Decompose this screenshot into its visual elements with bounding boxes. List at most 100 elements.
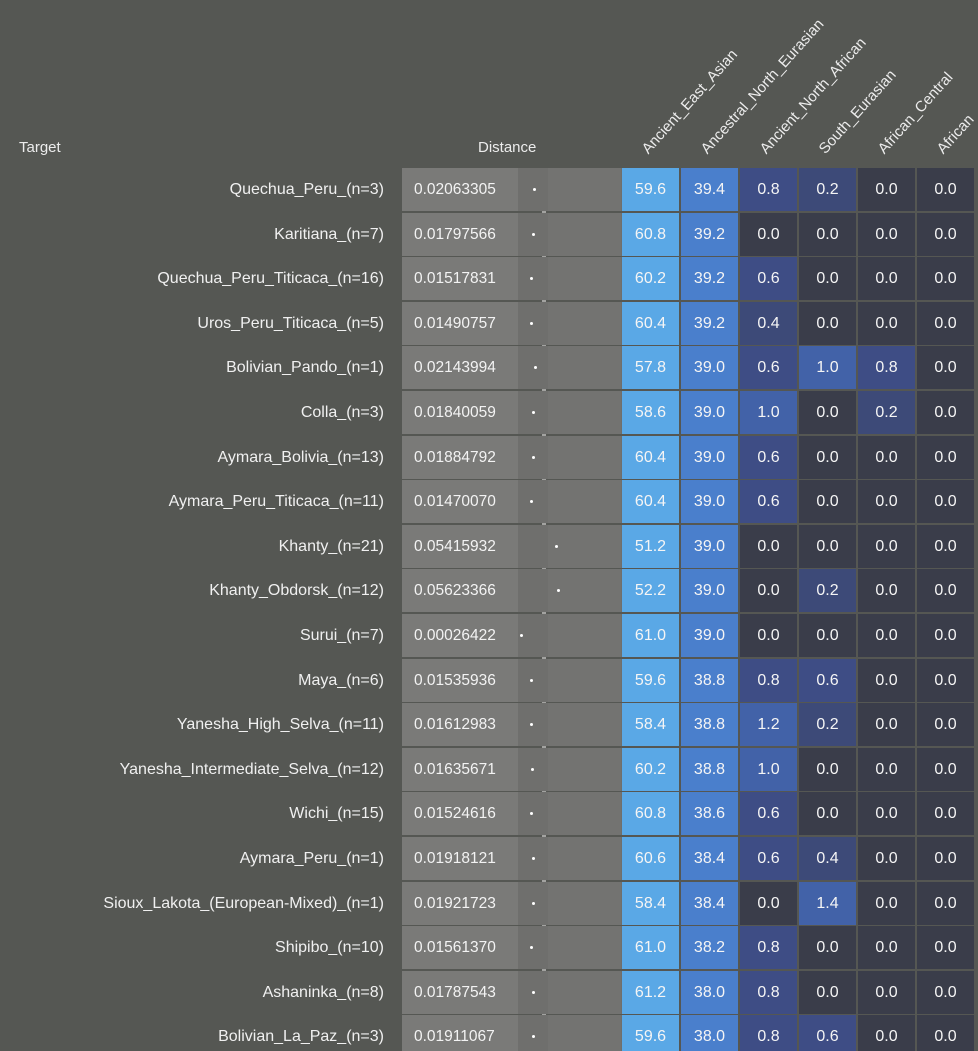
- component-value-cell: 0.8: [740, 971, 797, 1014]
- table-row[interactable]: Khanty_(n=21) 0.05415932 51.2 39.0 0.0 0.0 0.0…: [0, 525, 978, 569]
- component-value-cell: 39.0: [681, 480, 738, 523]
- component-value-cell: 0.0: [858, 703, 915, 746]
- component-value-cell: 0.0: [917, 525, 974, 568]
- component-value-cell: 0.6: [740, 837, 797, 880]
- target-name: Sioux_Lakota_(European-Mixed)_(n=1): [103, 895, 384, 912]
- table-row[interactable]: Aymara_Peru_(n=1) 0.01918121 60.6 38.4 0.6 0.…: [0, 837, 978, 881]
- target-name: Quechua_Peru_(n=3): [229, 181, 384, 198]
- table-row[interactable]: Bolivian_Pando_(n=1) 0.02143994 57.8 39.0 0.…: [0, 346, 978, 390]
- component-value-cell: 0.0: [740, 569, 797, 612]
- component-value-cell: 0.0: [917, 971, 974, 1014]
- component-header-ancient-east-asian[interactable]: Ancient_East_Asian: [638, 46, 742, 158]
- table-row[interactable]: Sioux_Lakota_(European-Mixed)_(n=1) 0.019…: [0, 882, 978, 926]
- distance-value: 0.02143994: [414, 359, 496, 376]
- component-value-cell: 1.4: [799, 882, 856, 925]
- component-value-cell: 0.0: [917, 168, 974, 211]
- distance-dot: [532, 902, 535, 905]
- distance-value: 0.01635671: [414, 761, 496, 778]
- component-value-cell: 0.0: [858, 168, 915, 211]
- table-row[interactable]: Surui_(n=7) 0.00026422 61.0 39.0 0.0 0.0 0.0 0.…: [0, 614, 978, 658]
- distance-bar-track: [548, 926, 621, 969]
- distance-bar-track: [548, 703, 621, 746]
- target-name: Aymara_Peru_(n=1): [239, 850, 384, 867]
- table-row[interactable]: Yanesha_High_Selva_(n=11) 0.01612983 58.4 3…: [0, 703, 978, 747]
- distance-bar-track: [548, 436, 621, 479]
- target-name: Khanty_(n=21): [278, 538, 384, 555]
- component-value-cell: 0.6: [799, 1015, 856, 1051]
- component-value-cell: 39.0: [681, 346, 738, 389]
- component-value-cell: 0.0: [799, 391, 856, 434]
- table-row[interactable]: Colla_(n=3) 0.01840059 58.6 39.0 1.0 0.0 0.2 0.…: [0, 391, 978, 435]
- distance-dot: [530, 322, 533, 325]
- distance-value: 0.01884792: [414, 449, 496, 466]
- component-value-cell: 59.6: [622, 168, 679, 211]
- component-header-african[interactable]: African: [933, 111, 978, 158]
- table-row[interactable]: Quechua_Peru_(n=3) 0.02063305 59.6 39.4 0.8 0…: [0, 168, 978, 212]
- component-value-cell: 60.4: [622, 480, 679, 523]
- component-value-cell: 39.0: [681, 525, 738, 568]
- table-row[interactable]: Yanesha_Intermediate_Selva_(n=12) 0.01635…: [0, 748, 978, 792]
- distance-dot: [530, 723, 533, 726]
- distance-bar-track: [548, 882, 621, 925]
- distance-dot: [532, 1035, 535, 1038]
- distance-cell: [402, 257, 518, 300]
- target-name: Colla_(n=3): [300, 404, 384, 421]
- table-row[interactable]: Aymara_Peru_Titicaca_(n=11) 0.01470070 60.…: [0, 480, 978, 524]
- component-value-cell: 0.0: [858, 614, 915, 657]
- component-value-cell: 38.8: [681, 703, 738, 746]
- component-value-cell: 0.6: [740, 257, 797, 300]
- component-value-cell: 0.8: [740, 659, 797, 702]
- component-value-cell: 0.0: [917, 436, 974, 479]
- table-row[interactable]: Khanty_Obdorsk_(n=12) 0.05623366 52.2 39.0 0…: [0, 569, 978, 613]
- distance-bar-track: [548, 302, 621, 345]
- distance-value: 0.01918121: [414, 850, 496, 867]
- component-value-cell: 0.0: [799, 436, 856, 479]
- component-value-cell: 0.0: [917, 837, 974, 880]
- component-value-cell: 0.0: [858, 882, 915, 925]
- distance-cell: [402, 391, 518, 434]
- component-header-ancient-north-african[interactable]: Ancient_North_African: [756, 34, 870, 158]
- distance-cell: [402, 1015, 518, 1051]
- distance-cell: [402, 213, 518, 256]
- component-value-cell: 0.0: [858, 971, 915, 1014]
- component-value-cell: 0.2: [799, 168, 856, 211]
- component-value-cell: 0.6: [740, 792, 797, 835]
- component-value-cell: 39.0: [681, 614, 738, 657]
- distance-bar-track: [548, 346, 621, 389]
- distance-dot: [530, 277, 533, 280]
- distance-column-header[interactable]: Distance: [478, 139, 537, 156]
- distance-cell: [402, 168, 518, 211]
- component-value-cell: 0.0: [799, 748, 856, 791]
- component-value-cell: 39.2: [681, 302, 738, 345]
- component-value-cell: 0.0: [917, 659, 974, 702]
- table-row[interactable]: Ashaninka_(n=8) 0.01787543 61.2 38.0 0.8 0.0 0…: [0, 971, 978, 1015]
- component-value-cell: 0.0: [917, 480, 974, 523]
- component-value-cell: 38.6: [681, 792, 738, 835]
- distance-cell: [402, 614, 518, 657]
- distance-dot: [532, 456, 535, 459]
- distance-bar-track: [548, 391, 621, 434]
- table-row[interactable]: Uros_Peru_Titicaca_(n=5) 0.01490757 60.4 39…: [0, 302, 978, 346]
- component-value-cell: 38.8: [681, 659, 738, 702]
- component-value-cell: 61.2: [622, 971, 679, 1014]
- target-column-header[interactable]: Target: [19, 139, 61, 156]
- component-value-cell: 0.0: [917, 346, 974, 389]
- component-value-cell: 0.8: [858, 346, 915, 389]
- component-value-cell: 0.0: [858, 213, 915, 256]
- distance-cell: [402, 971, 518, 1014]
- table-row[interactable]: Maya_(n=6) 0.01535936 59.6 38.8 0.8 0.6 0.0 0.0: [0, 659, 978, 703]
- component-value-cell: 0.8: [740, 168, 797, 211]
- component-value-cell: 0.0: [858, 436, 915, 479]
- target-name: Maya_(n=6): [298, 672, 384, 689]
- table-row[interactable]: Shipibo_(n=10) 0.01561370 61.0 38.2 0.8 0.0 0.…: [0, 926, 978, 970]
- component-value-cell: 39.0: [681, 436, 738, 479]
- table-row[interactable]: Quechua_Peru_Titicaca_(n=16) 0.01517831 60…: [0, 257, 978, 301]
- component-value-cell: 39.0: [681, 569, 738, 612]
- distance-bar-track: [548, 837, 621, 880]
- table-row[interactable]: Karitiana_(n=7) 0.01797566 60.8 39.2 0.0 0.0 0…: [0, 213, 978, 257]
- table-row[interactable]: Bolivian_La_Paz_(n=3) 0.01911067 59.6 38.0 0…: [0, 1015, 978, 1051]
- distance-value: 0.01561370: [414, 939, 496, 956]
- distance-value: 0.05415932: [414, 538, 496, 555]
- table-row[interactable]: Aymara_Bolivia_(n=13) 0.01884792 60.4 39.0 0…: [0, 436, 978, 480]
- table-row[interactable]: Wichi_(n=15) 0.01524616 60.8 38.6 0.6 0.0 0.0 0…: [0, 792, 978, 836]
